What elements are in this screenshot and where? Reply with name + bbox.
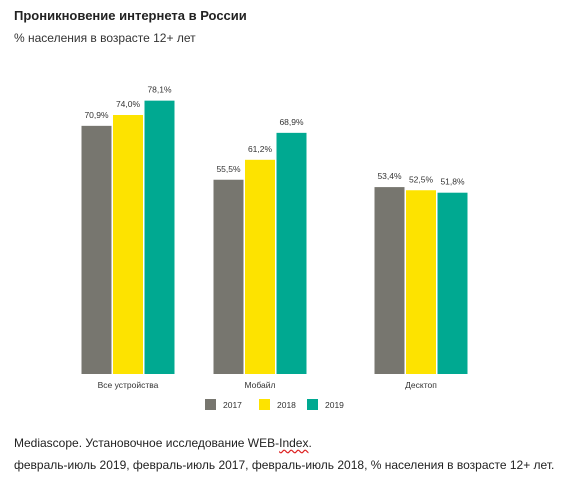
bar-2018-2 bbox=[406, 190, 436, 374]
bar-2019-2 bbox=[437, 192, 468, 374]
data-label: 51,8% bbox=[440, 177, 465, 187]
source-note: Mediascope. Установочное исследование WE… bbox=[14, 436, 312, 450]
data-label: 61,2% bbox=[248, 144, 273, 154]
category-label: Мобайл bbox=[244, 380, 275, 390]
bar-2019-0 bbox=[144, 100, 175, 375]
data-label: 55,5% bbox=[216, 164, 241, 174]
source-suffix: . bbox=[308, 436, 312, 450]
bar-chart: 70,9% 74,0% 78,1% Все устройства 55,5% 61,2% 6… bbox=[81, 85, 468, 410]
period-note: февраль-июль 2019, февраль-июль 2017, фе… bbox=[14, 458, 555, 472]
chart-subtitle: % населения в возрасте 12+ лет bbox=[14, 31, 196, 45]
bar-2017-1 bbox=[213, 179, 244, 374]
bars-group: 70,9% 74,0% 78,1% Все устройства 55,5% 61,2% 6… bbox=[81, 85, 468, 390]
data-label: 78,1% bbox=[147, 85, 172, 95]
data-label: 74,0% bbox=[116, 99, 141, 109]
legend-label-2017: 2017 bbox=[223, 400, 242, 410]
data-label: 53,4% bbox=[377, 171, 402, 181]
bar-2019-1 bbox=[276, 132, 307, 374]
legend-swatch-2018 bbox=[259, 399, 270, 410]
legend-swatch-2019 bbox=[307, 399, 318, 410]
source-prefix: Mediascope. Установочное исследование WE… bbox=[14, 436, 280, 450]
bar-2017-2 bbox=[374, 187, 405, 374]
legend-label-2019: 2019 bbox=[325, 400, 344, 410]
legend: 2017 2018 2019 bbox=[205, 399, 344, 410]
category-label: Десктоп bbox=[405, 380, 437, 390]
legend-label-2018: 2018 bbox=[277, 400, 296, 410]
bar-2018-1 bbox=[245, 159, 275, 374]
bar-2017-0 bbox=[81, 125, 112, 374]
data-label: 70,9% bbox=[84, 110, 109, 120]
source-index: Index bbox=[279, 436, 309, 450]
category-label: Все устройства bbox=[98, 380, 159, 390]
bar-2018-0 bbox=[113, 115, 143, 374]
chart-title: Проникновение интернета в России bbox=[14, 8, 247, 23]
data-label: 52,5% bbox=[409, 174, 434, 184]
legend-swatch-2017 bbox=[205, 399, 216, 410]
data-label: 68,9% bbox=[279, 117, 304, 127]
